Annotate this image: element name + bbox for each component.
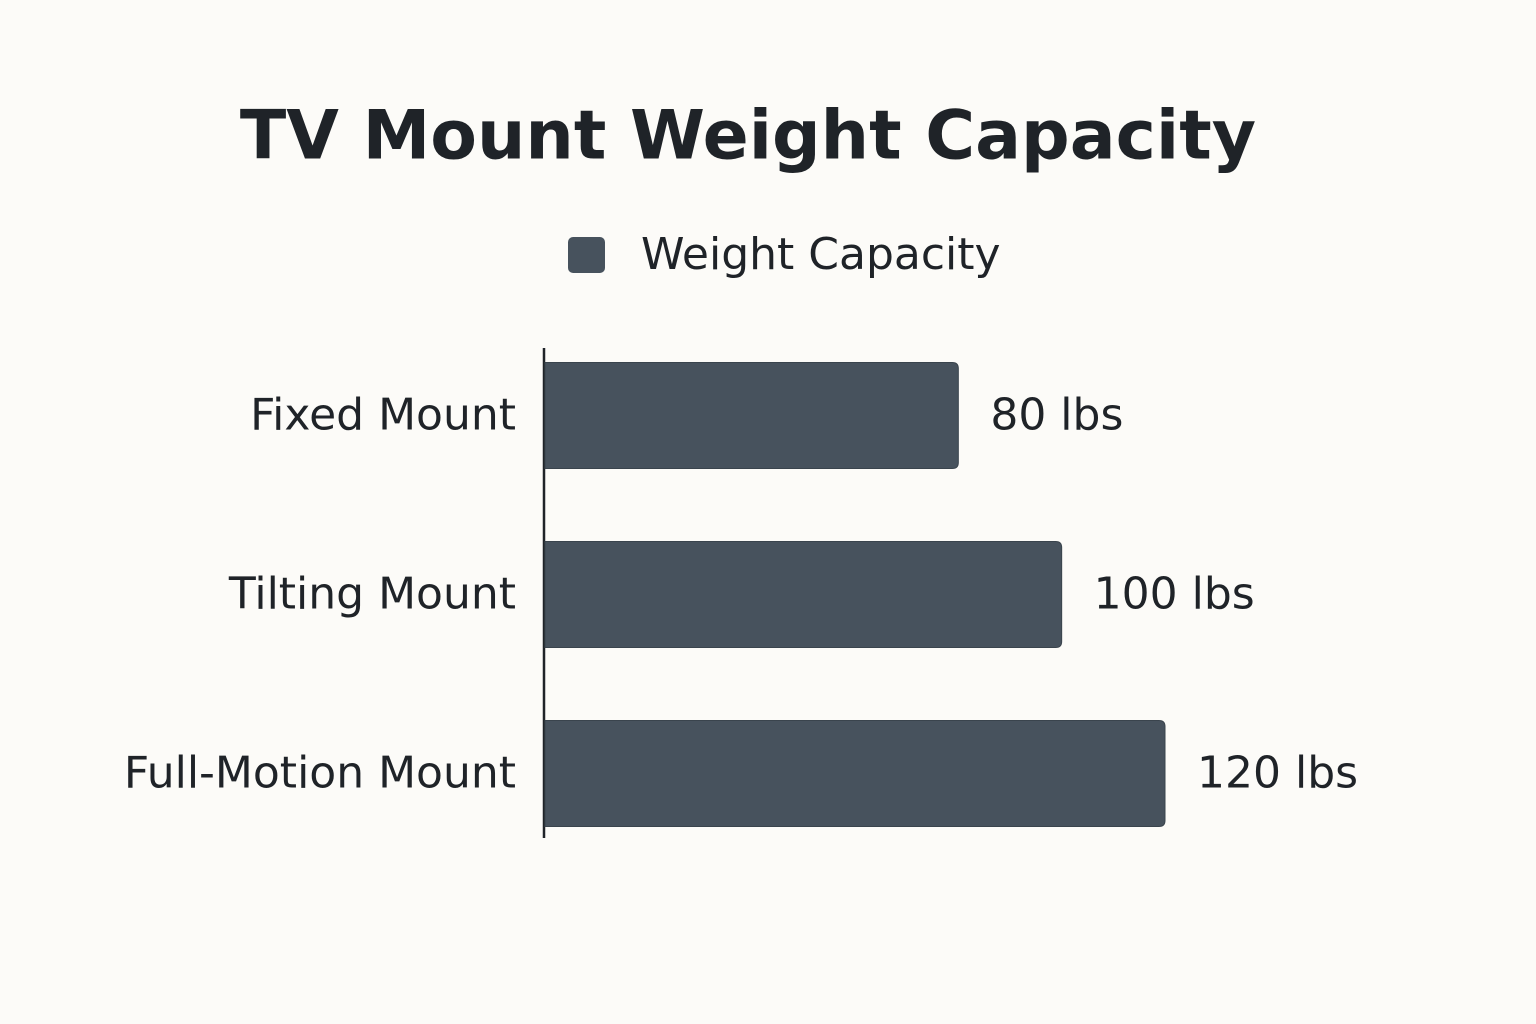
legend-swatch [568, 237, 605, 273]
chart-title: TV Mount Weight Capacity [240, 97, 1256, 176]
y-tick-label: Tilting Mount [228, 569, 516, 620]
value-label: 100 lbs [1094, 569, 1255, 620]
value-label: 80 lbs [990, 390, 1123, 441]
bar [544, 720, 1166, 827]
bar [544, 541, 1063, 648]
y-tick-label: Full-Motion Mount [124, 748, 516, 799]
value-label: 120 lbs [1197, 748, 1358, 799]
bar [544, 362, 959, 469]
legend-label: Weight Capacity [641, 229, 1001, 280]
y-tick-label: Fixed Mount [250, 390, 516, 441]
